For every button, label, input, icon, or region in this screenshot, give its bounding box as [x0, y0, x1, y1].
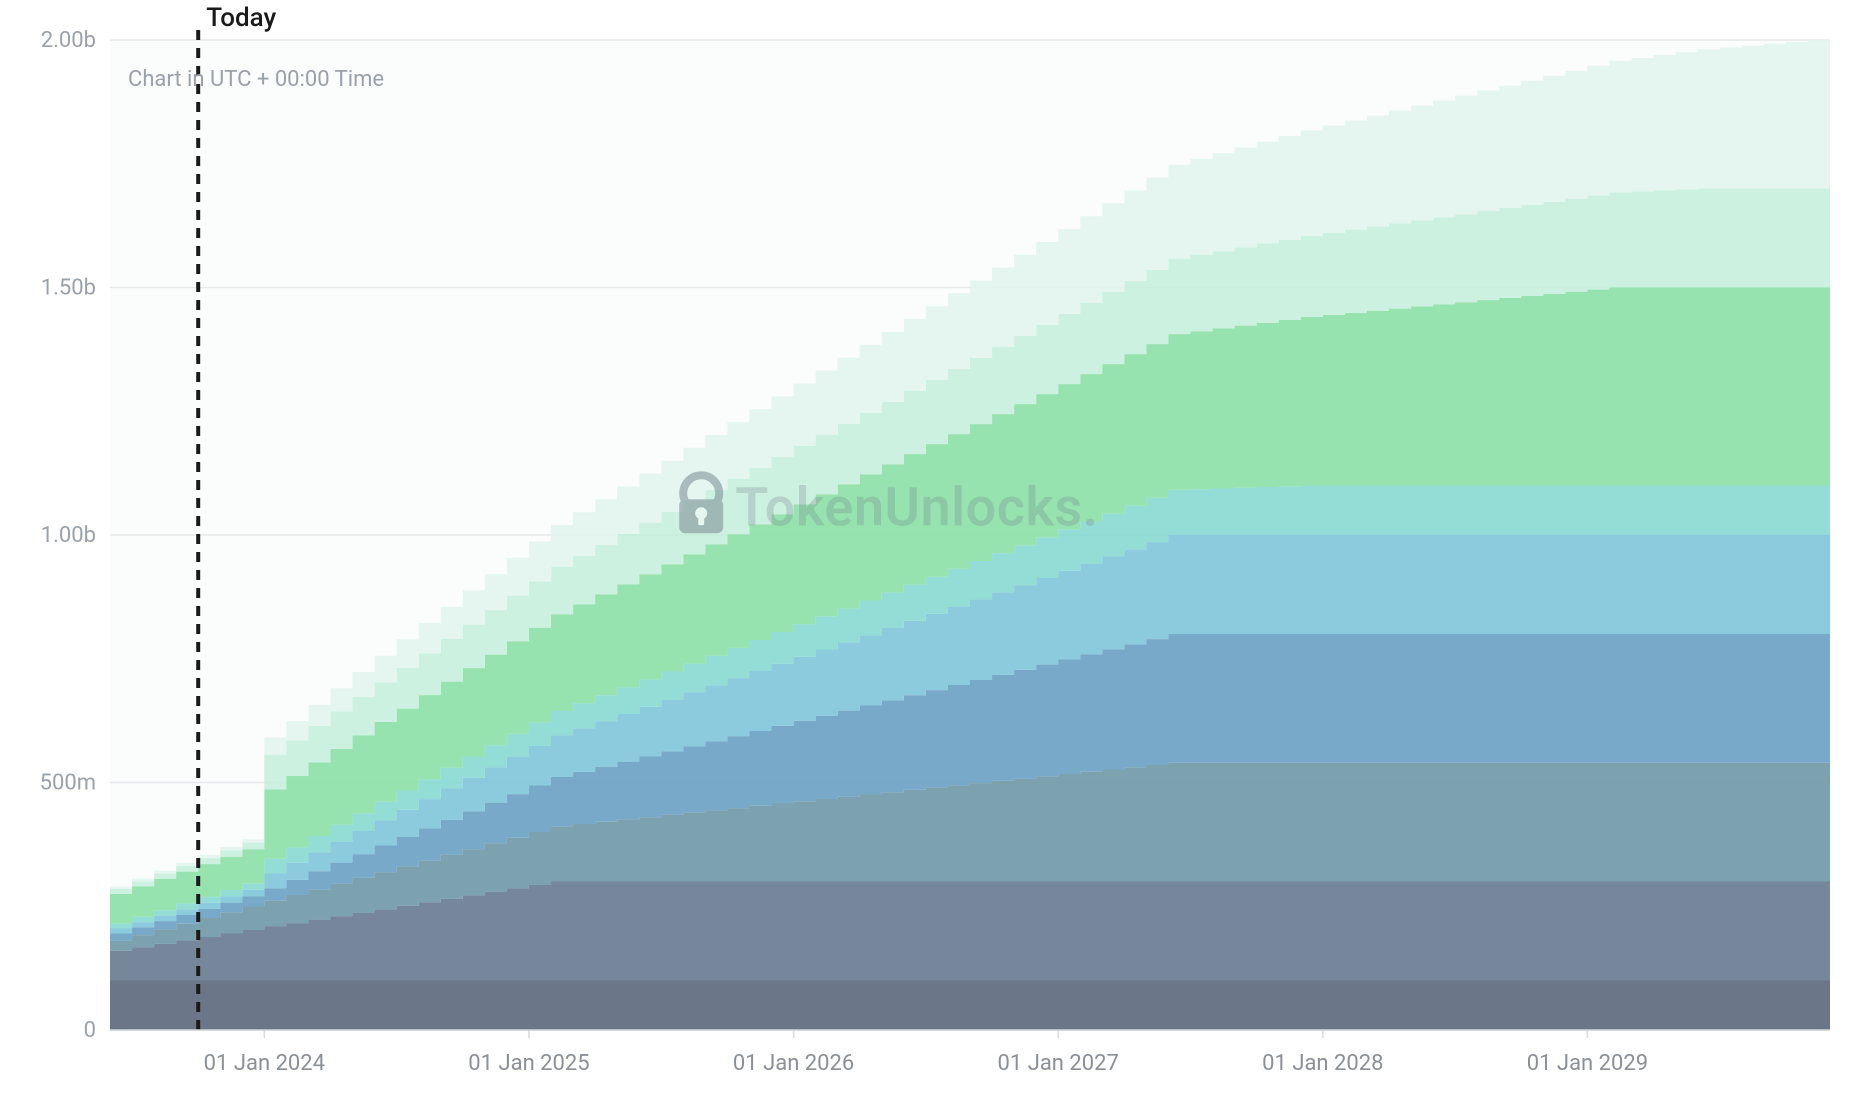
- chart-svg: 0 500m 1.00b 1.50b 2.00b TokenUnlocks. Today Ch…: [0, 0, 1862, 1094]
- utc-note: Chart in UTC + 00:00 Time: [128, 67, 384, 92]
- y-tick-label: 2.00b: [41, 28, 96, 53]
- x-tick-label: 01 Jan 2024: [204, 1051, 325, 1076]
- x-tick-label: 01 Jan 2029: [1527, 1051, 1648, 1076]
- y-tick-label: 0: [84, 1018, 96, 1043]
- today-label: Today: [206, 3, 276, 33]
- y-tick-label: 1.00b: [41, 523, 96, 548]
- y-tick-label: 1.50b: [41, 276, 96, 301]
- token-unlock-chart: 0 500m 1.00b 1.50b 2.00b TokenUnlocks. Today Ch…: [0, 0, 1862, 1094]
- watermark: TokenUnlocks.: [679, 475, 1098, 539]
- y-tick-label: 500m: [40, 771, 96, 796]
- x-tick-label: 01 Jan 2028: [1262, 1051, 1383, 1076]
- x-tick-label: 01 Jan 2025: [468, 1051, 589, 1076]
- watermark-text: TokenUnlocks.: [735, 476, 1098, 539]
- x-tick-label: 01 Jan 2026: [733, 1051, 854, 1076]
- area-allocation-1: [110, 981, 1830, 1031]
- x-tick-label: 01 Jan 2027: [998, 1051, 1119, 1076]
